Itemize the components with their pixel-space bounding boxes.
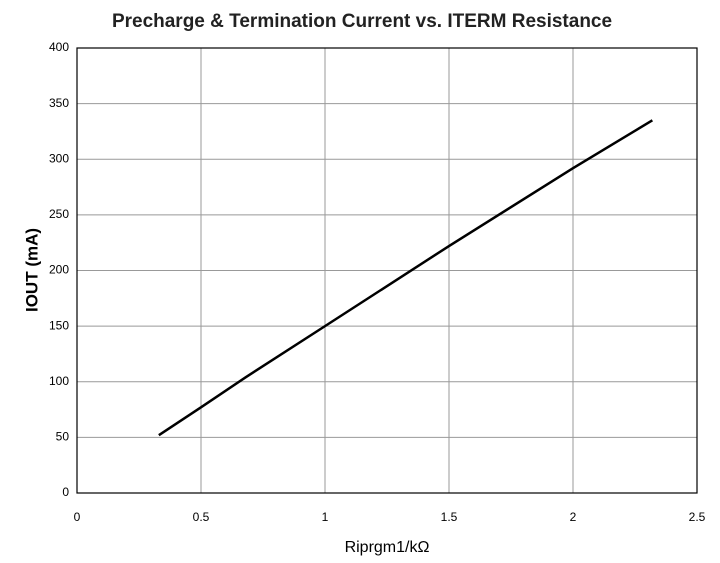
chart-title: Precharge & Termination Current vs. ITER… (112, 11, 612, 32)
plot-frame (76, 47, 698, 494)
y-tick-label: 400 (49, 40, 69, 54)
x-tick-label: 0.5 (193, 510, 210, 524)
y-axis-label: IOUT (mA) (22, 228, 41, 312)
y-tick-label: 150 (49, 318, 69, 332)
y-tick-label: 0 (62, 485, 69, 499)
y-tick-label: 300 (49, 151, 69, 165)
x-tick-label: 2 (570, 510, 577, 524)
y-tick-label: 350 (49, 96, 69, 110)
x-tick-label: 1.5 (441, 510, 458, 524)
y-tick-label: 250 (49, 207, 69, 221)
x-tick-label: 1 (322, 510, 329, 524)
y-tick-label: 50 (56, 430, 70, 444)
x-tick-label: 0 (74, 510, 81, 524)
y-tick-label: 200 (49, 263, 69, 277)
x-tick-label: 2.5 (689, 510, 706, 524)
x-axis-label: Riprgm1/kΩ (345, 539, 430, 556)
y-tick-label: 100 (49, 374, 69, 388)
data-line (158, 119, 654, 437)
